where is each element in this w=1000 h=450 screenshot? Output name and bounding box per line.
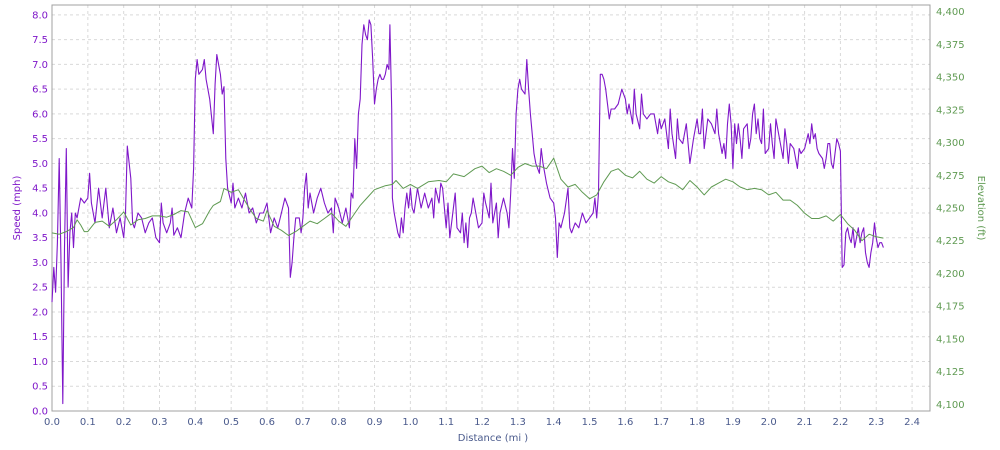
left-tick-label: 0.0: [32, 407, 48, 418]
right-tick-label: 4,175: [936, 302, 965, 313]
x-tick-label: 1.6: [617, 417, 633, 428]
left-tick-label: 1.0: [32, 357, 48, 368]
x-tick-label: 1.8: [689, 417, 705, 428]
right-tick-label: 4,400: [936, 7, 965, 18]
x-tick-label: 0.9: [367, 417, 383, 428]
right-tick-label: 4,100: [936, 400, 965, 411]
left-tick-label: 5.5: [32, 134, 48, 145]
left-tick-label: 0.5: [32, 382, 48, 393]
left-tick-label: 3.0: [32, 258, 48, 269]
left-tick-label: 8.0: [32, 10, 48, 21]
x-tick-label: 1.9: [725, 417, 741, 428]
left-tick-label: 2.0: [32, 307, 48, 318]
left-axis-title: Speed (mph): [12, 176, 23, 241]
x-tick-label: 1.4: [546, 417, 562, 428]
left-tick-label: 3.5: [32, 233, 48, 244]
series-lines: [51, 19, 884, 405]
x-tick-label: 1.7: [653, 417, 669, 428]
right-tick-label: 4,225: [936, 236, 965, 247]
x-tick-label: 0.0: [44, 417, 60, 428]
right-tick-label: 4,250: [936, 204, 965, 215]
x-tick-label: 0.7: [295, 417, 311, 428]
right-tick-label: 4,200: [936, 269, 965, 280]
left-tick-label: 6.0: [32, 109, 48, 120]
x-tick-label: 0.2: [116, 417, 132, 428]
speed-line: [51, 19, 884, 405]
x-tick-label: 0.8: [331, 417, 347, 428]
x-tick-label: 1.2: [474, 417, 490, 428]
right-axis-title: Elevation (ft): [975, 176, 986, 241]
x-tick-label: 2.1: [797, 417, 813, 428]
left-tick-label: 4.5: [32, 184, 48, 195]
left-tick-label: 4.0: [32, 208, 48, 219]
x-tick-label: 0.3: [152, 417, 168, 428]
right-tick-label: 4,300: [936, 138, 965, 149]
x-tick-label: 2.4: [904, 417, 920, 428]
x-tick-label: 0.1: [80, 417, 96, 428]
x-tick-label: 0.4: [187, 417, 203, 428]
x-tick-label: 2.0: [761, 417, 777, 428]
x-tick-label: 1.0: [402, 417, 418, 428]
right-tick-label: 4,150: [936, 334, 965, 345]
x-tick-label: 1.3: [510, 417, 526, 428]
right-tick-label: 4,325: [936, 105, 965, 116]
x-tick-label: 0.5: [223, 417, 239, 428]
right-tick-label: 4,350: [936, 73, 965, 84]
x-tick-label: 0.6: [259, 417, 275, 428]
elevation-line: [51, 157, 884, 242]
x-tick-label: 2.2: [832, 417, 848, 428]
right-tick-label: 4,125: [936, 367, 965, 378]
left-tick-label: 5.0: [32, 159, 48, 170]
left-tick-label: 2.5: [32, 283, 48, 294]
x-tick-label: 2.3: [868, 417, 884, 428]
grid: [51, 5, 930, 412]
left-tick-label: 7.0: [32, 60, 48, 71]
right-tick-label: 4,275: [936, 171, 965, 182]
plot-frame: [51, 4, 931, 412]
x-axis-title: Distance (mi ): [458, 433, 529, 444]
left-tick-label: 1.5: [32, 332, 48, 343]
left-tick-label: 6.5: [32, 85, 48, 96]
right-tick-label: 4,375: [936, 40, 965, 51]
axis-ticks: 0.0 0.1 0.2 0.3 0.4 0.5 0.6 0.7 0.8 0.9 1.0 1.1 1.2 1…: [32, 7, 965, 428]
left-tick-label: 7.5: [32, 35, 48, 46]
x-tick-label: 1.1: [438, 417, 454, 428]
x-tick-label: 1.5: [582, 417, 598, 428]
